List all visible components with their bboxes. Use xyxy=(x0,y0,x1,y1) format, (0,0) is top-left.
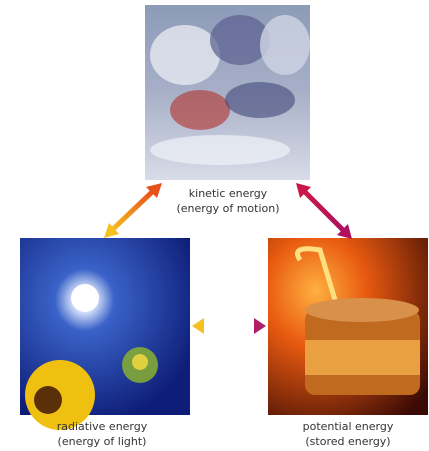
node-sublabel: (energy of motion) xyxy=(176,202,279,215)
arrow-radiative-potential xyxy=(192,318,266,334)
node-sublabel: (energy of light) xyxy=(58,435,147,448)
arrow-kinetic-potential xyxy=(296,183,352,239)
radiative-image xyxy=(20,238,190,430)
node-label: potential energy xyxy=(303,420,394,433)
page: kinetic energy (energy of motion) radiat… xyxy=(0,0,429,451)
node-label: kinetic energy xyxy=(189,187,268,200)
diagram: kinetic energy (energy of motion) radiat… xyxy=(0,0,429,451)
arrow-kinetic-radiative xyxy=(104,183,162,238)
node-label: radiative energy xyxy=(57,420,148,433)
kinetic-image xyxy=(145,5,310,180)
node-sublabel: (stored energy) xyxy=(305,435,390,448)
potential-image xyxy=(268,238,428,415)
